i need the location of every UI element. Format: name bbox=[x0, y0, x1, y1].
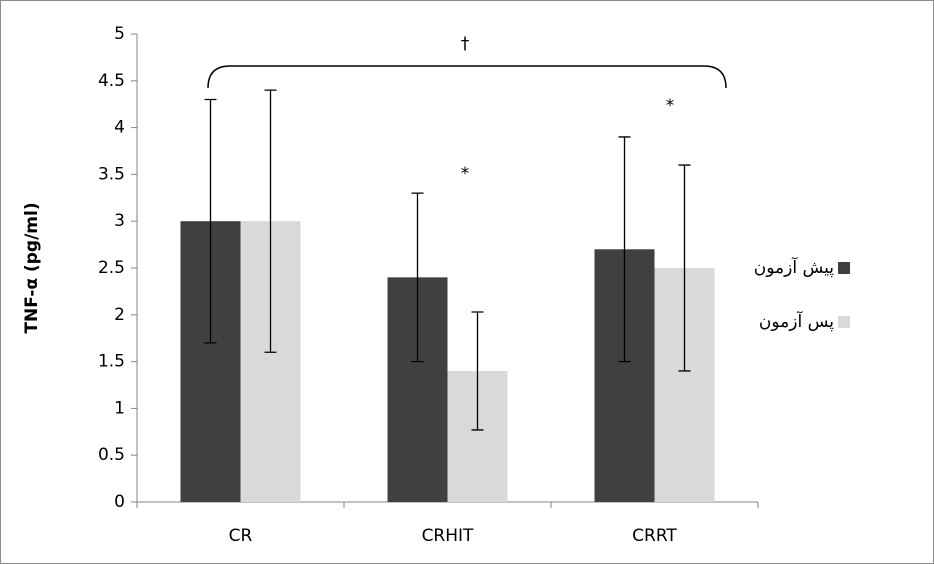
y-tick-label: 3.5 bbox=[98, 164, 125, 184]
y-tick-label: 5 bbox=[114, 24, 125, 44]
y-tick-label: 0 bbox=[114, 492, 125, 512]
legend-label: پس آزمون bbox=[759, 310, 834, 332]
annotation: * bbox=[666, 96, 675, 116]
y-tick-label: 1.5 bbox=[98, 352, 125, 372]
x-tick-label: CRRT bbox=[632, 526, 677, 546]
x-tick-label: CRHIT bbox=[422, 526, 474, 546]
legend-swatch bbox=[838, 262, 850, 274]
x-tick-label: CR bbox=[229, 526, 253, 546]
y-tick-label: 1 bbox=[114, 398, 125, 418]
y-tick-label: 2 bbox=[114, 305, 125, 325]
y-tick-label: 2.5 bbox=[98, 258, 125, 278]
y-tick-label: 4 bbox=[114, 118, 125, 138]
bracket bbox=[208, 66, 726, 88]
legend-swatch bbox=[838, 316, 850, 328]
chart: TNF-α (pg/ml) 0 0.5 1 1.5 2 2.5 3 3.5 4 4.5 5 CR CRH… bbox=[0, 0, 934, 564]
y-tick-label: 0.5 bbox=[98, 445, 125, 465]
annotation: * bbox=[461, 164, 470, 184]
y-tick-label: 4.5 bbox=[98, 71, 125, 91]
legend-label: پیش آزمون bbox=[754, 256, 835, 278]
y-tick-label: 3 bbox=[114, 211, 125, 231]
annotation: † bbox=[461, 34, 470, 54]
y-axis-label: TNF-α (pg/ml) bbox=[22, 202, 42, 333]
